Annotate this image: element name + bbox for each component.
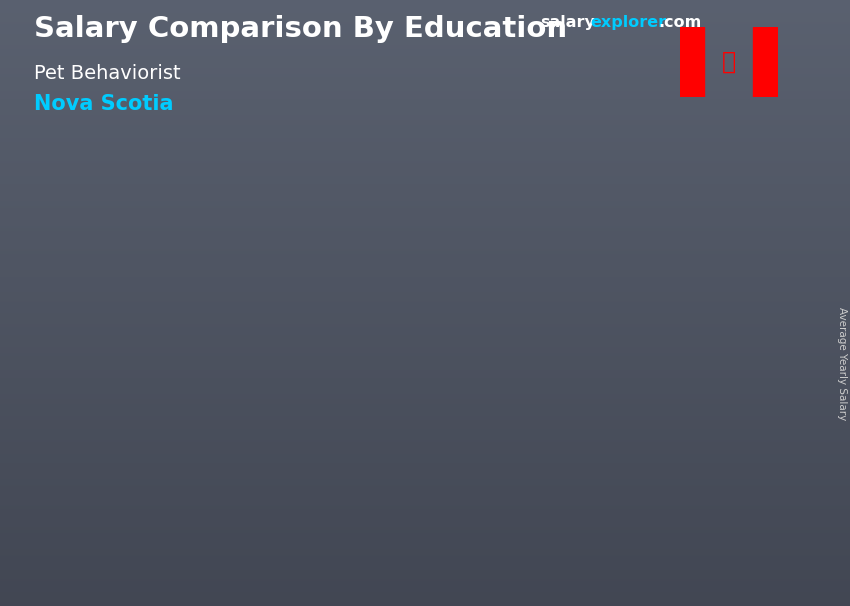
Text: +14%: +14%: [168, 310, 240, 330]
Text: 79,900 CAD: 79,900 CAD: [265, 341, 348, 355]
Text: 137,000 CAD: 137,000 CAD: [566, 218, 657, 231]
Polygon shape: [415, 316, 495, 533]
Bar: [680, 27, 705, 97]
Polygon shape: [568, 258, 647, 533]
Text: explorer: explorer: [591, 15, 667, 30]
Polygon shape: [568, 246, 655, 258]
Polygon shape: [110, 393, 189, 533]
Text: salary: salary: [540, 15, 595, 30]
Text: Average Yearly Salary: Average Yearly Salary: [837, 307, 847, 420]
Text: 🍁: 🍁: [722, 50, 736, 74]
Text: Certificate or
Diploma: Certificate or Diploma: [254, 558, 350, 590]
Polygon shape: [342, 365, 350, 533]
Text: Nova Scotia: Nova Scotia: [34, 94, 173, 114]
Polygon shape: [415, 307, 502, 316]
Polygon shape: [263, 365, 350, 373]
Polygon shape: [189, 386, 197, 533]
Text: +26%: +26%: [473, 158, 546, 178]
Text: High School: High School: [106, 558, 193, 573]
Polygon shape: [263, 373, 342, 533]
Text: .com: .com: [659, 15, 702, 30]
Polygon shape: [110, 386, 197, 393]
Text: Bachelor's
Degree: Bachelor's Degree: [416, 558, 493, 590]
Polygon shape: [647, 246, 655, 533]
Text: Pet Behaviorist: Pet Behaviorist: [34, 64, 180, 82]
Text: Master's
Degree: Master's Degree: [576, 558, 638, 590]
Text: 70,100 CAD: 70,100 CAD: [112, 361, 195, 375]
Text: 108,000 CAD: 108,000 CAD: [413, 279, 505, 293]
Bar: [753, 27, 778, 97]
Polygon shape: [495, 307, 502, 533]
Text: Salary Comparison By Education: Salary Comparison By Education: [34, 15, 567, 43]
Text: +36%: +36%: [320, 235, 393, 255]
